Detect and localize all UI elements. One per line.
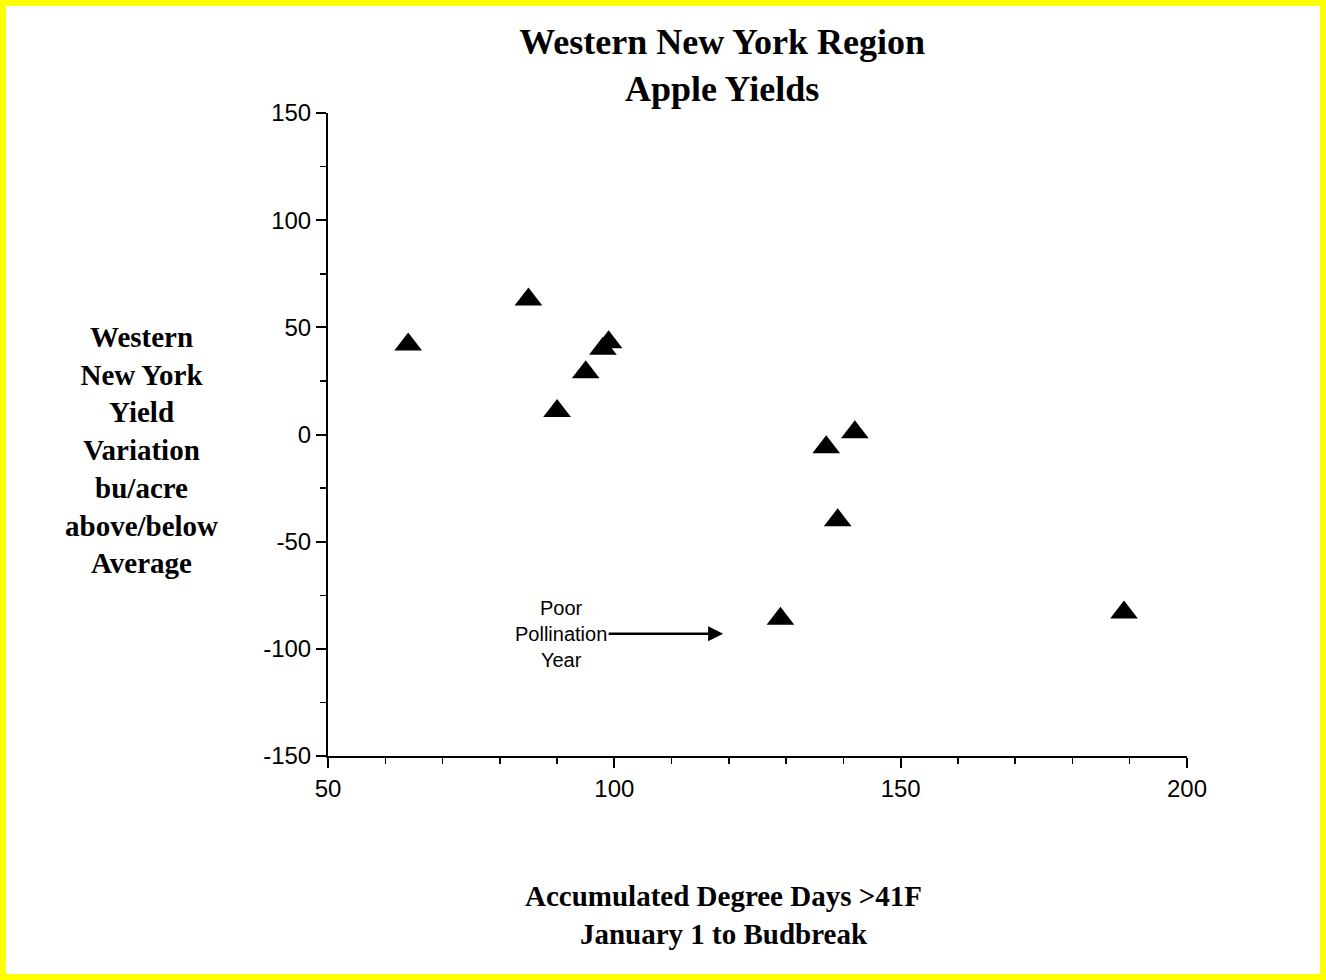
svg-text:200: 200 bbox=[1167, 775, 1207, 802]
svg-text:100: 100 bbox=[271, 207, 311, 234]
svg-text:WesternNew YorkYieldVariationb: WesternNew YorkYieldVariationbu/acreabov… bbox=[65, 321, 218, 579]
svg-text:50: 50 bbox=[315, 775, 342, 802]
svg-text:Western New York RegionApple Y: Western New York RegionApple Yields bbox=[519, 22, 925, 109]
svg-text:PoorPollinationYear: PoorPollinationYear bbox=[515, 597, 607, 671]
svg-text:0: 0 bbox=[298, 421, 311, 448]
svg-text:150: 150 bbox=[271, 99, 311, 126]
svg-text:-150: -150 bbox=[263, 742, 311, 769]
svg-text:-50: -50 bbox=[277, 528, 312, 555]
svg-text:-100: -100 bbox=[263, 635, 311, 662]
svg-text:150: 150 bbox=[881, 775, 921, 802]
svg-text:100: 100 bbox=[594, 775, 634, 802]
svg-text:50: 50 bbox=[284, 314, 311, 341]
svg-text:Accumulated Degree Days >41FJa: Accumulated Degree Days >41FJanuary 1 to… bbox=[525, 880, 922, 950]
